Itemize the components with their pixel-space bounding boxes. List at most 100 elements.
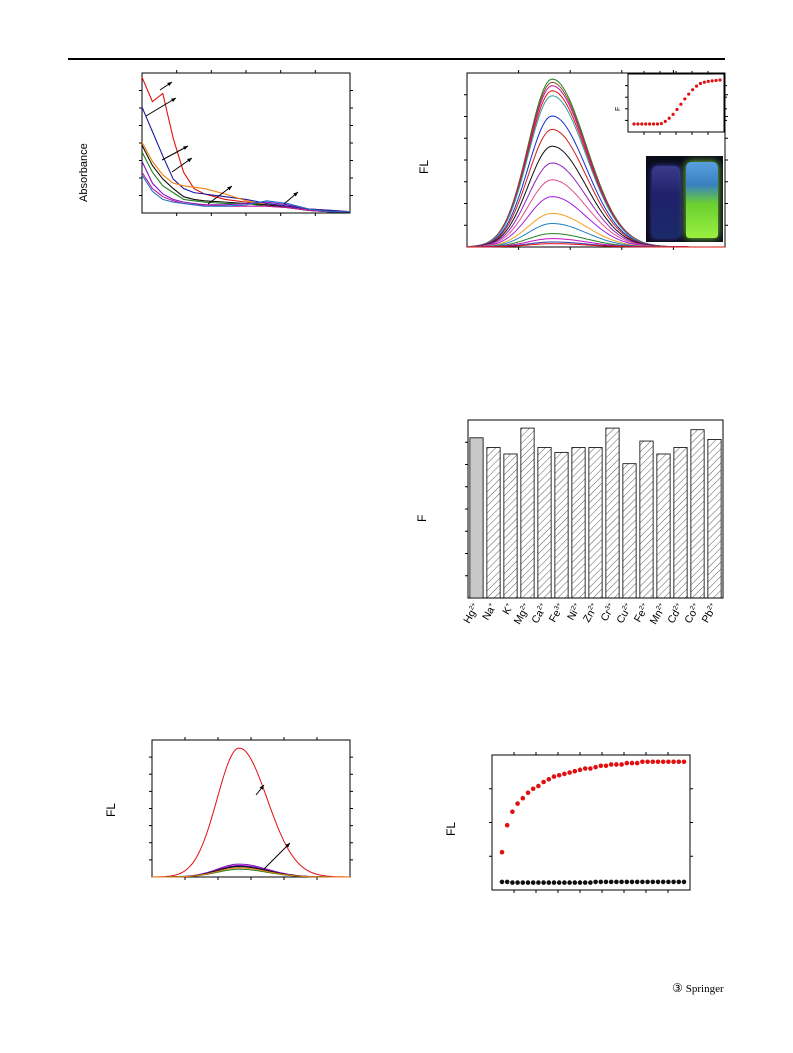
uv-series-1 xyxy=(141,106,351,213)
inset-point xyxy=(714,78,718,83)
fl1-series-16 xyxy=(467,243,725,248)
uv-arrow-5 xyxy=(207,185,233,205)
time-point-s1 xyxy=(681,879,687,885)
time-point-s0 xyxy=(645,759,650,765)
time-point-s0 xyxy=(525,790,531,796)
inset-point xyxy=(644,122,648,126)
bar-Ca2+ xyxy=(537,447,552,599)
uv-arrow-4-head xyxy=(187,158,192,163)
time-point-s0 xyxy=(666,759,671,765)
time-point-s0 xyxy=(530,786,536,792)
time-point-s1 xyxy=(520,880,526,885)
bar-label-Co2+: Co2+ xyxy=(682,601,703,625)
inset-point xyxy=(648,122,652,126)
inset-point xyxy=(659,121,663,126)
fl-titration-panel: FL xyxy=(405,68,735,263)
time-point-s1 xyxy=(593,879,598,885)
uv-arrow-1-head xyxy=(167,82,172,87)
inset-point xyxy=(636,122,640,126)
time-point-s1 xyxy=(525,880,531,885)
vial-right xyxy=(686,162,718,238)
inset-point xyxy=(687,92,691,96)
inset-point xyxy=(675,107,679,112)
vials-photo xyxy=(646,156,723,242)
uv-series-6 xyxy=(141,171,350,213)
time-point-s0 xyxy=(650,759,656,765)
uv-arrow-2 xyxy=(145,97,177,117)
time-point-s1 xyxy=(567,880,572,885)
time-point-s0 xyxy=(619,762,624,767)
time-point-s0 xyxy=(671,759,676,765)
time-point-s1 xyxy=(640,879,645,885)
time-point-s1 xyxy=(629,879,635,885)
vial-left xyxy=(652,166,680,238)
time-point-s1 xyxy=(546,880,552,885)
uv-series-0 xyxy=(141,76,351,213)
inset-point xyxy=(718,78,722,82)
fl2-series-6 xyxy=(152,867,350,878)
time-point-s0 xyxy=(681,759,687,765)
time-point-s0 xyxy=(629,760,635,766)
bar-label-Pb2+: Pb2+ xyxy=(700,601,721,625)
time-point-s0 xyxy=(504,822,510,828)
time-point-s1 xyxy=(499,879,505,885)
fl-time-panel: FL xyxy=(440,750,700,900)
time-point-s0 xyxy=(546,777,552,782)
inset-point xyxy=(640,122,644,126)
time-point-s1 xyxy=(634,879,640,885)
inset-point xyxy=(698,81,703,86)
time-point-s1 xyxy=(645,879,650,885)
bar-label-Mg2+: Mg2+ xyxy=(512,601,533,626)
bar-Mn2+ xyxy=(656,453,671,599)
inset-point xyxy=(694,84,699,88)
time-point-s1 xyxy=(541,880,546,885)
time-point-s1 xyxy=(608,879,614,885)
inset-point xyxy=(651,122,656,126)
time-point-s1 xyxy=(588,880,593,885)
inset-point xyxy=(691,88,695,92)
fl-hg-panel: FL xyxy=(100,735,360,885)
uv-vis-ylabel: Absorbance xyxy=(78,143,90,202)
bar-Mg2+ xyxy=(520,427,535,599)
fl2-arrow-2 xyxy=(263,842,291,870)
inset-point xyxy=(655,122,660,126)
inset-panel: F xyxy=(612,71,727,136)
inset-point xyxy=(671,112,675,116)
time-point-s1 xyxy=(510,880,515,885)
time-point-s1 xyxy=(676,879,682,885)
inset-point xyxy=(663,119,667,123)
bar-Na+ xyxy=(486,447,501,599)
bar-Hg2+ xyxy=(469,437,484,599)
fl-titration-chart xyxy=(464,70,728,250)
time-point-s1 xyxy=(504,879,510,885)
bar-Ni2+ xyxy=(571,447,586,599)
time-point-s0 xyxy=(614,762,619,767)
time-point-s1 xyxy=(562,880,567,885)
bar-Fe3+ xyxy=(554,451,569,599)
bar-label-Hg2+: Hg2+ xyxy=(461,601,482,625)
time-point-s1 xyxy=(536,880,541,885)
time-point-s1 xyxy=(603,879,609,885)
time-point-s0 xyxy=(598,763,604,769)
time-point-s0 xyxy=(577,767,583,773)
bar-label-Cd2+: Cd2+ xyxy=(665,601,686,625)
time-point-s0 xyxy=(676,759,682,765)
bar-Cr3+ xyxy=(605,427,620,599)
header-rule xyxy=(68,58,725,60)
time-point-s1 xyxy=(530,880,536,885)
bar-Cu2+ xyxy=(622,463,637,599)
bar-Co2+ xyxy=(690,429,705,599)
fl2-series-0 xyxy=(152,747,350,878)
bar-label-Mn2+: Mn2+ xyxy=(648,601,669,626)
time-point-s0 xyxy=(551,774,557,779)
time-point-s1 xyxy=(577,880,583,885)
bar-Cd2+ xyxy=(673,447,688,599)
publisher-logo: ③ Springer xyxy=(672,981,724,996)
bar-label-Zn2+: Zn2+ xyxy=(581,601,601,624)
time-point-s1 xyxy=(598,879,604,885)
time-point-s0 xyxy=(562,771,567,777)
inset-point xyxy=(667,116,671,120)
time-point-s1 xyxy=(650,879,656,885)
time-point-s0 xyxy=(515,801,520,806)
uv-series-7 xyxy=(141,174,350,213)
